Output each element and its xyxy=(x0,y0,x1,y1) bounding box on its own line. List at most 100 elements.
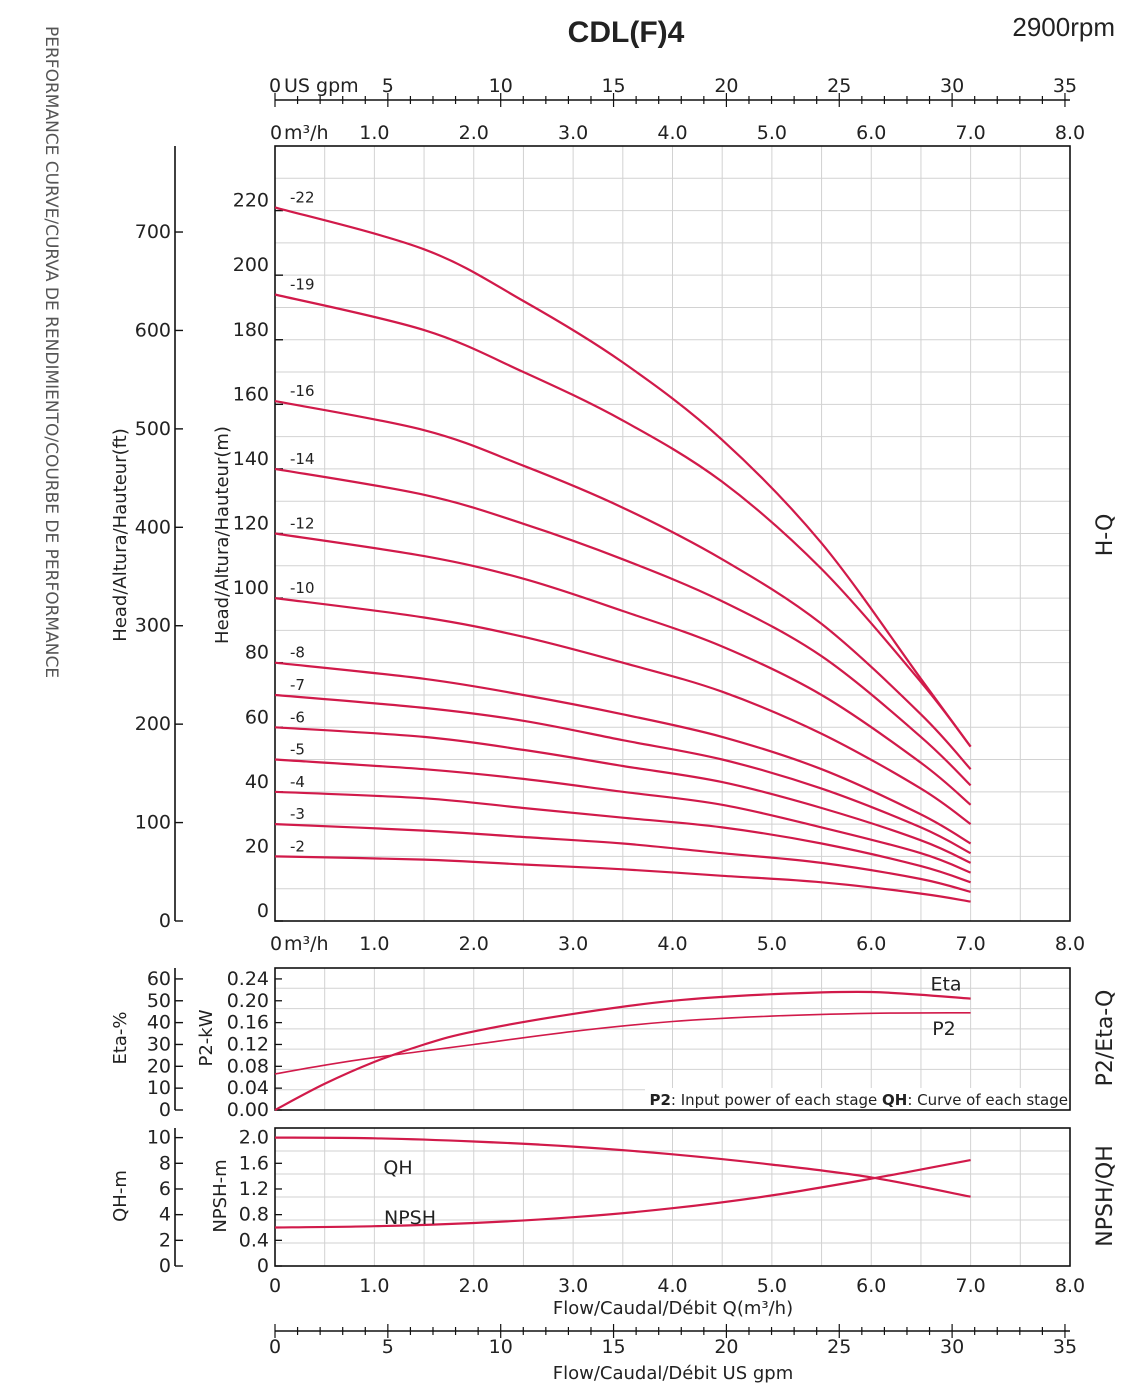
x-tick-label: 5.0 xyxy=(757,1275,787,1297)
hq-curve-stage12 xyxy=(274,532,972,806)
panel-label-npshqh: NPSH/QH xyxy=(1093,1145,1118,1247)
hq-curve-label: -10 xyxy=(290,579,315,597)
gpm-tick-label: 0 xyxy=(269,1336,281,1358)
gpm-tick-label: 25 xyxy=(827,1336,851,1358)
x-tick-label: 1.0 xyxy=(359,122,389,144)
x-tick-label: 7.0 xyxy=(956,1275,986,1297)
x-tick-label: 7.0 xyxy=(956,933,986,955)
x-tick-label: 4.0 xyxy=(657,122,687,144)
ylabel-head-ft: Head/Altura/Hauteur(ft) xyxy=(110,428,131,641)
head-m-tick-label: 20 xyxy=(245,835,269,857)
npsh-tick-label: 0 xyxy=(257,1255,269,1277)
head-ft-tick-label: 700 xyxy=(135,221,171,243)
hq-curve-label: -7 xyxy=(290,676,305,694)
qh-tick-label: 6 xyxy=(159,1178,171,1200)
eta-tick-label: 10 xyxy=(147,1077,171,1099)
x-tick-label: 3.0 xyxy=(558,1275,588,1297)
x-tick-label: 3.0 xyxy=(558,122,588,144)
p2-note: P2: Input power of each stage QH: Curve … xyxy=(649,1091,1068,1109)
gpm-tick-label: 30 xyxy=(940,1336,964,1358)
hq-curve-label: -4 xyxy=(290,773,305,791)
eta-tick-label: 20 xyxy=(147,1055,171,1077)
hq-curve-stage22 xyxy=(274,206,972,748)
hq-curve-stage8 xyxy=(274,661,972,845)
p2-note-key: P2 xyxy=(649,1091,670,1109)
qh-tick-label: 4 xyxy=(159,1204,171,1226)
hq-curve-label: -6 xyxy=(290,708,305,726)
hq-curve-label: -8 xyxy=(290,644,305,662)
hq-panel: 0 20 40 60 80 100 120 140 160 180 200 220 0 100 200 300… xyxy=(135,122,1085,955)
head-ft-tick-label: 600 xyxy=(135,319,171,341)
gpm-tick-label: 10 xyxy=(489,75,513,97)
p2eta-frame xyxy=(274,967,1071,1111)
p2-tick-label: 0.20 xyxy=(227,990,269,1012)
gpm-tick-label: 5 xyxy=(382,75,394,97)
p2-tick-label: 0.04 xyxy=(227,1077,269,1099)
xlabel-flow-gpm: Flow/Caudal/Débit US gpm xyxy=(553,1363,794,1384)
p2-tick-label: 0.00 xyxy=(227,1099,269,1121)
x-tick-label: 4.0 xyxy=(657,1275,687,1297)
x-tick-label: 6.0 xyxy=(856,1275,886,1297)
gpm-unit-top: US gpm xyxy=(284,75,359,97)
note-box xyxy=(645,1088,1069,1109)
eta-tick-label: 30 xyxy=(147,1033,171,1055)
p2-tick-label: 0.12 xyxy=(227,1033,269,1055)
gpm-tick-label: 20 xyxy=(714,1336,738,1358)
hq-curve-stage19 xyxy=(274,293,972,748)
x-tick-label: 7.0 xyxy=(956,122,986,144)
ylabel-npsh: NPSH-m xyxy=(210,1159,231,1232)
p2-tick-label: 0.24 xyxy=(227,968,269,990)
head-ft-tick-label: 400 xyxy=(135,516,171,538)
npshqh-frame xyxy=(274,1127,1071,1267)
hq-curve-label: -12 xyxy=(290,515,315,533)
p2-tick-label: 0.16 xyxy=(227,1012,269,1034)
eta-tick-label: 50 xyxy=(147,990,171,1012)
x-tick-label: 6.0 xyxy=(856,933,886,955)
hq-curve-stage3 xyxy=(274,823,971,893)
hq-curve-stage5 xyxy=(274,758,972,874)
head-ft-tick-label: 100 xyxy=(135,812,171,834)
qh-curve-label: QH xyxy=(383,1157,412,1179)
x-tick-label: 8.0 xyxy=(1055,122,1085,144)
head-m-tick-label: 100 xyxy=(233,577,269,599)
p2-note-text: : Input power of each stage xyxy=(671,1091,882,1109)
gpm-tick-label: 25 xyxy=(827,75,851,97)
head-m-tick-label: 140 xyxy=(233,448,269,470)
qh-curve xyxy=(274,1136,971,1198)
head-ft-tick-label: 200 xyxy=(135,713,171,735)
eta-curve xyxy=(274,990,971,1111)
hq-curve-stage16 xyxy=(274,400,972,770)
x-tick-label: 2.0 xyxy=(459,1275,489,1297)
eta-tick-label: 0 xyxy=(159,1099,171,1121)
panel-label-p2eta: P2/Eta-Q xyxy=(1093,990,1118,1087)
qh-note-text: : Curve of each stage xyxy=(907,1091,1068,1109)
eta-curve-label: Eta xyxy=(930,974,961,996)
x-tick-label: 3.0 xyxy=(558,933,588,955)
head-ft-tick-label: 500 xyxy=(135,418,171,440)
panel-label-hq: H-Q xyxy=(1093,514,1118,557)
hq-curve-stage2 xyxy=(274,855,971,903)
hq-curve-stage10 xyxy=(274,597,972,825)
npsh-curve-label: NPSH xyxy=(384,1207,436,1229)
head-ft-tick-label: 0 xyxy=(159,910,171,932)
gpm-tick-label: 15 xyxy=(601,1336,625,1358)
eta-tick-label: 60 xyxy=(147,968,171,990)
hq-curve-label: -22 xyxy=(290,188,315,206)
p2-tick-label: 0.08 xyxy=(227,1055,269,1077)
x-tick-label: 1.0 xyxy=(359,933,389,955)
x-tick-label: 2.0 xyxy=(459,122,489,144)
gpm-tick-label: 5 xyxy=(382,1336,394,1358)
npsh-qh-panel: 0 0.4 0.8 1.2 1.6 2.0 0 2 4 6 8 10 QH NPSH 0 1.0 2.0 3.0 4… xyxy=(147,1127,1085,1297)
npsh-tick-label: 1.6 xyxy=(239,1152,269,1174)
speed-label: 2900rpm xyxy=(1012,12,1115,42)
ylabel-eta: Eta-% xyxy=(110,1011,131,1064)
head-m-tick-label: 200 xyxy=(233,254,269,276)
m3h-unit-top: m³/h xyxy=(284,122,329,144)
qh-tick-label: 10 xyxy=(147,1127,171,1149)
gpm-tick-label: 15 xyxy=(601,75,625,97)
head-m-tick-label: 60 xyxy=(245,706,269,728)
hq-curve-label: -5 xyxy=(290,741,305,759)
p2-curve-label: P2 xyxy=(932,1018,956,1040)
